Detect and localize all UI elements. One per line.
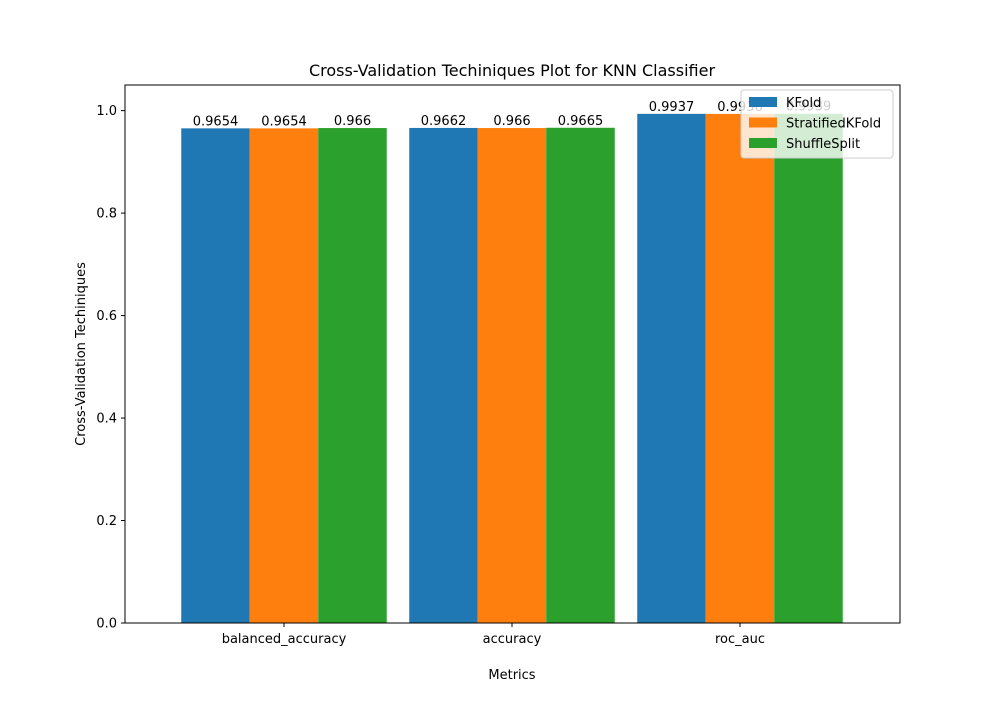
axes-layer: 0.0 0.2 0.4 0.6 0.8 1.0 balanced_accuracy accur…: [96, 84, 901, 647]
x-tick-label: accuracy: [483, 632, 542, 647]
value-label-StratifiedKFold-balanced_accuracy: 0.9654: [261, 114, 307, 129]
y-tick-label: 0.0: [96, 617, 117, 632]
legend-label-StratifiedKFold: StratifiedKFold: [786, 117, 881, 132]
bar-StratifiedKFold-balanced_accuracy: [249, 128, 319, 623]
y-tick-label: 0.4: [96, 412, 117, 427]
legend-swatch-KFold: [749, 97, 777, 107]
value-label-KFold-balanced_accuracy: 0.9654: [193, 114, 239, 129]
x-tick-label: balanced_accuracy: [222, 632, 347, 647]
bar-KFold-balanced_accuracy: [181, 128, 250, 623]
bar-KFold-roc_auc: [637, 113, 706, 623]
y-tick-label: 0.2: [96, 514, 117, 529]
legend-label-ShuffleSplit: ShuffleSplit: [786, 137, 860, 152]
value-label-KFold-roc_auc: 0.9937: [649, 100, 695, 115]
value-label-StratifiedKFold-accuracy: 0.966: [493, 114, 530, 129]
bar-StratifiedKFold-accuracy: [477, 128, 547, 624]
bars-layer: [181, 113, 843, 624]
y-tick-label: 0.8: [96, 207, 117, 222]
y-axis-label: Cross-Validation Techiniques: [74, 262, 89, 446]
value-label-ShuffleSplit-accuracy: 0.9665: [558, 114, 604, 129]
legend-swatch-StratifiedKFold: [749, 117, 777, 128]
legend-box: [740, 89, 894, 159]
legend-swatch-ShuffleSplit: [749, 138, 777, 148]
value-label-ShuffleSplit-balanced_accuracy: 0.966: [334, 114, 371, 129]
legend-label-KFold: KFold: [786, 96, 821, 111]
bar-ShuffleSplit-roc_auc: [774, 113, 843, 624]
legend: KFold StratifiedKFold ShuffleSplit: [740, 89, 894, 159]
y-tick-label: 0.6: [96, 309, 117, 324]
y-tick-label: 1.0: [96, 104, 117, 119]
bar-StratifiedKFold-roc_auc: [705, 113, 775, 624]
bar-ShuffleSplit-accuracy: [546, 127, 615, 623]
bar-ShuffleSplit-balanced_accuracy: [318, 128, 387, 624]
chart-title: Cross-Validation Techiniques Plot for KN…: [309, 61, 716, 80]
x-axis-label: Metrics: [488, 668, 535, 683]
value-label-KFold-accuracy: 0.9662: [421, 114, 467, 129]
bar-KFold-accuracy: [409, 127, 478, 623]
x-tick-label: roc_auc: [715, 632, 765, 647]
